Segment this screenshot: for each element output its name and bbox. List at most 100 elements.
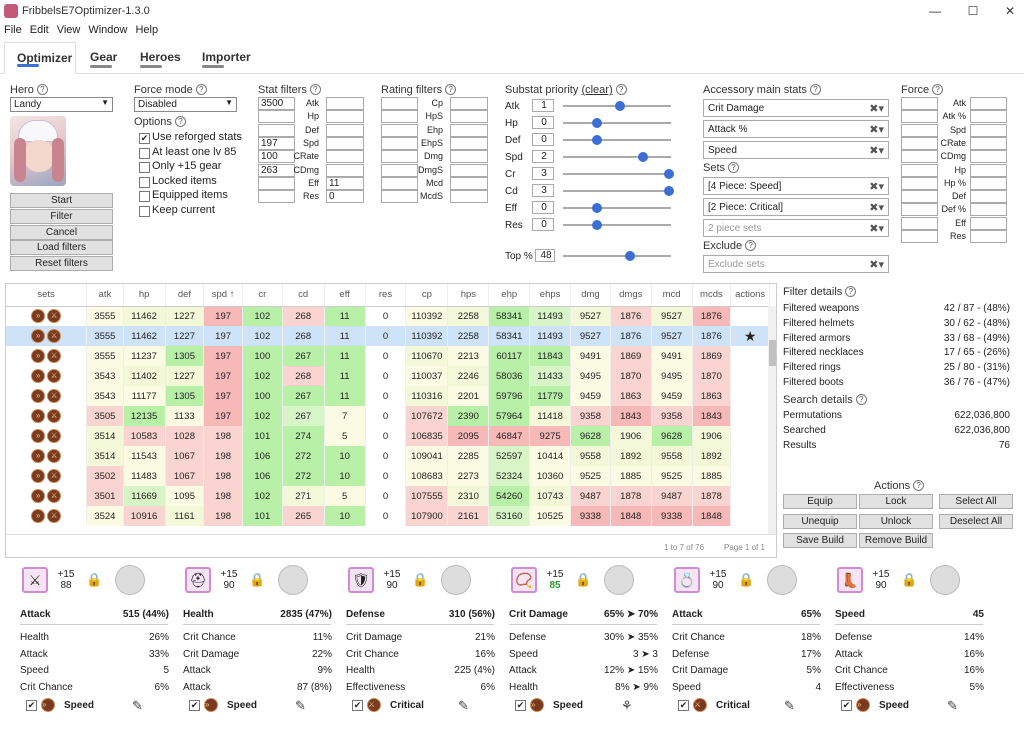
- hero-swap-icon[interactable]: ⚘: [621, 698, 633, 714]
- lock-icon[interactable]: 🔒: [86, 572, 102, 588]
- cancel-button[interactable]: Cancel: [10, 225, 113, 240]
- help-icon[interactable]: ?: [913, 480, 924, 491]
- card-checkbox[interactable]: ✔: [26, 700, 37, 711]
- table-row[interactable]: » ⚔ 3505 12135 1133 197 102 267 7 0 107672 2390 5796…: [6, 406, 770, 426]
- help-icon[interactable]: ?: [310, 84, 321, 95]
- card-checkbox[interactable]: ✔: [678, 700, 689, 711]
- stat-max-input[interactable]: [326, 164, 364, 177]
- help-icon[interactable]: ?: [175, 116, 186, 127]
- column-header[interactable]: mcd: [651, 284, 692, 306]
- gear-card[interactable]: 💍 +15 90 🔒 Attack 65% Crit Chance 18% Defense 17%…: [672, 565, 827, 730]
- table-row[interactable]: » ⚔ 3502 11483 1067 198 106 272 10 0 108683 2273 523…: [6, 466, 770, 486]
- save-build-button[interactable]: Save Build: [783, 533, 857, 548]
- option-checkbox[interactable]: [139, 162, 150, 173]
- actions-cell[interactable]: [731, 346, 770, 366]
- force-max-input[interactable]: [970, 150, 1007, 163]
- table-row[interactable]: » ⚔ 3555 11462 1227 197 102 268 11 0 110392 2258 583…: [6, 306, 770, 326]
- stat-max-input[interactable]: [326, 110, 364, 123]
- help-icon[interactable]: ?: [932, 84, 943, 95]
- lock-icon[interactable]: 🔒: [249, 572, 265, 588]
- table-row[interactable]: » ⚔ 3524 10916 1161 198 101 265 10 0 107900 2161 531…: [6, 506, 770, 526]
- column-header[interactable]: def: [165, 284, 204, 306]
- tab-heroes[interactable]: Heroes: [128, 42, 193, 74]
- select-all-button[interactable]: Select All: [939, 494, 1013, 509]
- actions-cell[interactable]: [731, 386, 770, 406]
- scrollbar-thumb[interactable]: [769, 340, 776, 366]
- load-filters-button[interactable]: Load filters: [10, 240, 113, 255]
- column-header[interactable]: atk: [87, 284, 123, 306]
- force-max-input[interactable]: [970, 190, 1007, 203]
- actions-cell[interactable]: [731, 466, 770, 486]
- clear-chevron-icon[interactable]: ✖▾: [869, 144, 884, 157]
- option-checkbox[interactable]: [139, 206, 150, 217]
- force-max-input[interactable]: [970, 217, 1007, 230]
- slider-knob[interactable]: [664, 186, 674, 196]
- option-checkbox[interactable]: [139, 148, 150, 159]
- help-icon[interactable]: ?: [196, 84, 207, 95]
- force-max-input[interactable]: [970, 230, 1007, 243]
- menu-view[interactable]: View: [53, 22, 85, 38]
- force-max-input[interactable]: [970, 164, 1007, 177]
- substat-value[interactable]: 0: [532, 218, 554, 231]
- force-max-input[interactable]: [970, 110, 1007, 123]
- slider-knob[interactable]: [592, 220, 602, 230]
- hero-select[interactable]: Landy ▼: [10, 97, 113, 112]
- rating-max-input[interactable]: [450, 150, 488, 163]
- rating-max-input[interactable]: [450, 97, 488, 110]
- menu-window[interactable]: Window: [84, 22, 131, 38]
- reset-filters-button[interactable]: Reset filters: [10, 256, 113, 271]
- option-checkbox[interactable]: ✔: [139, 133, 150, 144]
- top-percent-value[interactable]: 48: [535, 249, 555, 262]
- substat-value[interactable]: 0: [532, 201, 554, 214]
- sets-select-1[interactable]: [2 Piece: Critical] ✖▾: [703, 198, 889, 216]
- lock-icon[interactable]: 🔒: [901, 572, 917, 588]
- column-header[interactable]: spd ↑: [204, 284, 243, 306]
- edit-icon[interactable]: ✎: [947, 698, 958, 714]
- column-header[interactable]: hp: [123, 284, 165, 306]
- table-row[interactable]: » ⚔ 3501 11669 1095 198 102 271 5 0 107555 2310 5426…: [6, 486, 770, 506]
- force-max-input[interactable]: [970, 203, 1007, 216]
- actions-cell[interactable]: [731, 366, 770, 386]
- substat-value[interactable]: 0: [532, 116, 554, 129]
- column-header[interactable]: dmgs: [610, 284, 651, 306]
- equip-button[interactable]: Equip: [783, 494, 857, 509]
- clear-chevron-icon[interactable]: ✖▾: [869, 180, 884, 193]
- minimize-button[interactable]: —: [922, 2, 948, 20]
- deselect-all-button[interactable]: Deselect All: [939, 514, 1013, 529]
- slider-knob[interactable]: [592, 135, 602, 145]
- rating-max-input[interactable]: [450, 110, 488, 123]
- option-checkbox[interactable]: [139, 191, 150, 202]
- column-header[interactable]: dmg: [571, 284, 611, 306]
- column-header[interactable]: ehp: [489, 284, 530, 306]
- menu-edit[interactable]: Edit: [26, 22, 53, 38]
- card-checkbox[interactable]: ✔: [189, 700, 200, 711]
- stat-max-input[interactable]: [326, 124, 364, 137]
- accessory-select-0[interactable]: Crit Damage ✖▾: [703, 99, 889, 117]
- column-header[interactable]: cd: [282, 284, 324, 306]
- clear-chevron-icon[interactable]: ✖▾: [869, 258, 884, 271]
- table-row[interactable]: » ⚔ 3543 11402 1227 197 102 268 11 0 110037 2246 580…: [6, 366, 770, 386]
- slider-knob[interactable]: [664, 169, 674, 179]
- stat-max-input[interactable]: [326, 97, 364, 110]
- gear-card[interactable]: ⛑ +15 90 🔒 Health 2835 (47%) Crit Chance 11% Cri…: [183, 565, 338, 730]
- help-icon[interactable]: ?: [856, 394, 867, 405]
- slider-knob[interactable]: [592, 118, 602, 128]
- force-max-input[interactable]: [970, 137, 1007, 150]
- column-header[interactable]: eff: [324, 284, 365, 306]
- substat-value[interactable]: 1: [532, 99, 554, 112]
- actions-cell[interactable]: ★: [731, 326, 770, 346]
- column-header[interactable]: ehps: [530, 284, 571, 306]
- edit-icon[interactable]: ✎: [458, 698, 469, 714]
- menu-file[interactable]: File: [0, 22, 26, 38]
- lock-icon[interactable]: 🔒: [575, 572, 591, 588]
- unlock-button[interactable]: Unlock: [859, 514, 933, 529]
- stat-max-input[interactable]: 0: [326, 190, 364, 203]
- substat-value[interactable]: 3: [532, 167, 554, 180]
- rating-max-input[interactable]: [450, 164, 488, 177]
- exclude-select[interactable]: Exclude sets ✖▾: [703, 255, 889, 273]
- help-icon[interactable]: ?: [810, 84, 821, 95]
- force-max-input[interactable]: [970, 97, 1007, 110]
- column-header[interactable]: sets: [6, 284, 87, 306]
- table-row[interactable]: » ⚔ 3555 11237 1305 197 100 267 11 0 110670 2213 601…: [6, 346, 770, 366]
- slider-knob[interactable]: [625, 251, 635, 261]
